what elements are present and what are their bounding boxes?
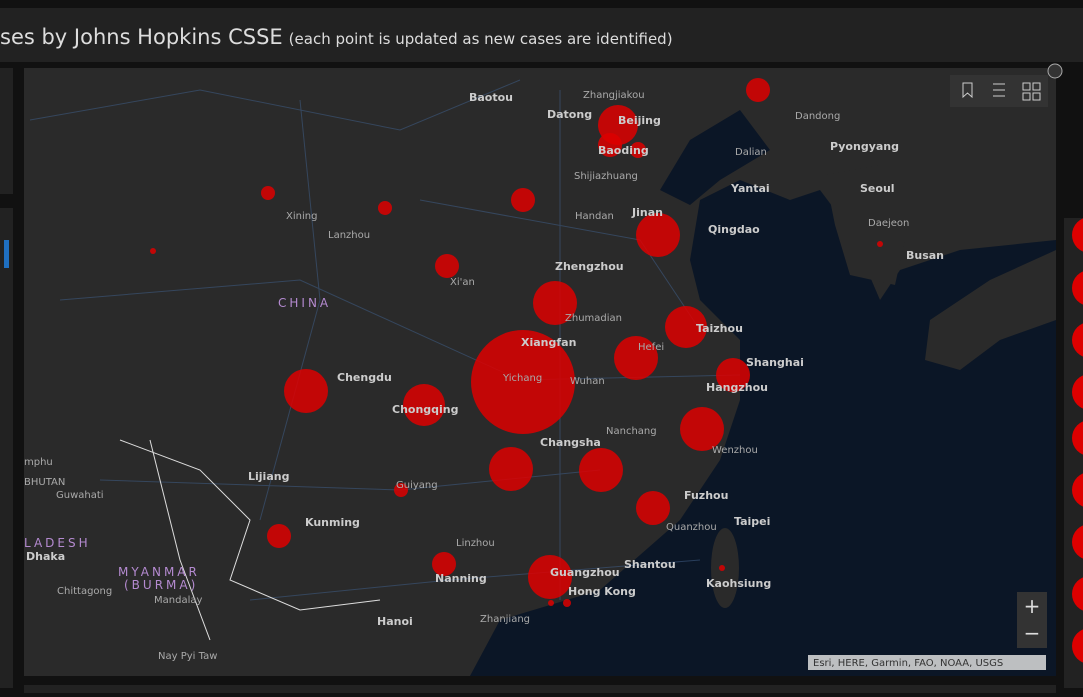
city-label: Zhangjiakou — [583, 90, 645, 101]
country-label: MYANMAR — [118, 565, 200, 579]
city-label: Kaohsiung — [706, 577, 771, 590]
city-label: mphu — [24, 457, 53, 468]
city-label: Shanghai — [746, 356, 804, 369]
sea — [470, 180, 1056, 676]
city-label: Busan — [906, 249, 944, 262]
city-label: Guiyang — [396, 480, 438, 491]
map: CHINA MYANMAR (BURMA) LADESH BHUTAN Baot… — [24, 68, 1056, 676]
city-label: Hanoi — [377, 615, 413, 628]
city-label: Xi'an — [450, 277, 475, 288]
city-label: Zhengzhou — [555, 260, 624, 273]
city-label: Guangzhou — [550, 566, 620, 579]
country-label: (BURMA) — [124, 578, 198, 592]
city-label: Guwahati — [56, 490, 104, 501]
japan — [925, 250, 1056, 370]
city-label: Zhumadian — [565, 313, 622, 324]
city-label: Mandalay — [154, 595, 202, 606]
city-label: Lanzhou — [328, 230, 370, 241]
bottom-panel — [24, 685, 1056, 693]
city-label: Handan — [575, 211, 614, 222]
city-label: Baotou — [469, 91, 513, 104]
city-label: Dhaka — [26, 550, 65, 563]
country-label: BHUTAN — [24, 477, 65, 488]
city-label: Kunming — [305, 516, 360, 529]
city-label: Xiangfan — [521, 336, 576, 349]
case-points — [150, 78, 883, 607]
city-labels: CHINA MYANMAR (BURMA) LADESH BHUTAN Baot… — [24, 90, 944, 662]
city-label: Pyongyang — [830, 140, 899, 153]
border — [119, 439, 381, 641]
attribution: Esri, HERE, Garmin, FAO, NOAA, USGS — [813, 658, 1003, 669]
city-label: Beijing — [618, 114, 661, 127]
title-text: ses by Johns Hopkins CSSE — [0, 25, 283, 49]
city-label: Qingdao — [708, 223, 760, 236]
title-bar — [0, 8, 1083, 62]
country-label: LADESH — [24, 536, 91, 550]
city-label: Nanning — [435, 572, 487, 585]
city-label: Shantou — [624, 558, 676, 571]
subtitle: (each point is updated as new cases are … — [289, 30, 673, 48]
city-label: Chongqing — [392, 403, 459, 416]
toolbar-icons[interactable] — [962, 82, 1041, 101]
city-label: Taipei — [734, 515, 770, 528]
toolbar — [950, 75, 1048, 107]
zoom-box — [1017, 592, 1047, 648]
city-label: Lijiang — [248, 470, 289, 483]
expand[interactable] — [1047, 63, 1063, 79]
country-label: CHINA — [278, 296, 331, 310]
right-dots — [1072, 218, 1083, 663]
zoom-in[interactable]: + — [1024, 594, 1041, 618]
city-label: Linzhou — [456, 538, 495, 549]
attribution-box — [808, 655, 1046, 670]
city-label: Hangzhou — [706, 381, 768, 394]
city-label: Taizhou — [696, 322, 743, 335]
bohai — [660, 110, 770, 205]
city-label: Wenzhou — [712, 445, 758, 456]
city-label: Wuhan — [570, 376, 605, 387]
city-label: Dalian — [735, 147, 767, 158]
city-label: Hefei — [638, 342, 664, 353]
side-panel — [0, 68, 13, 194]
title: ses by Johns Hopkins CSSE (each point is … — [0, 25, 673, 49]
city-label: Fuzhou — [684, 489, 728, 502]
city-label: Nanchang — [606, 426, 657, 437]
city-label: Dandong — [795, 111, 840, 122]
city-label: Zhanjiang — [480, 614, 530, 625]
city-label: Daejeon — [868, 218, 909, 229]
side-panel — [0, 208, 13, 688]
zoom-out[interactable]: − — [1024, 621, 1041, 645]
city-label: Baoding — [598, 144, 649, 157]
city-label: Seoul — [860, 182, 895, 195]
city-label: Yantai — [730, 182, 770, 195]
city-label: Yichang — [502, 373, 542, 384]
scroll — [4, 240, 9, 268]
korea — [825, 165, 905, 285]
city-label: Datong — [547, 108, 592, 121]
city-label: Chittagong — [57, 586, 112, 597]
city-label: Changsha — [540, 436, 601, 449]
city-label: Xining — [286, 211, 317, 222]
city-label: Hong Kong — [568, 585, 636, 598]
city-label: Shijiazhuang — [574, 171, 638, 182]
city-label: Quanzhou — [666, 522, 717, 533]
city-label: Nay Pyi Taw — [158, 651, 217, 662]
city-label: Chengdu — [337, 371, 392, 384]
city-label: Jinan — [631, 206, 663, 219]
